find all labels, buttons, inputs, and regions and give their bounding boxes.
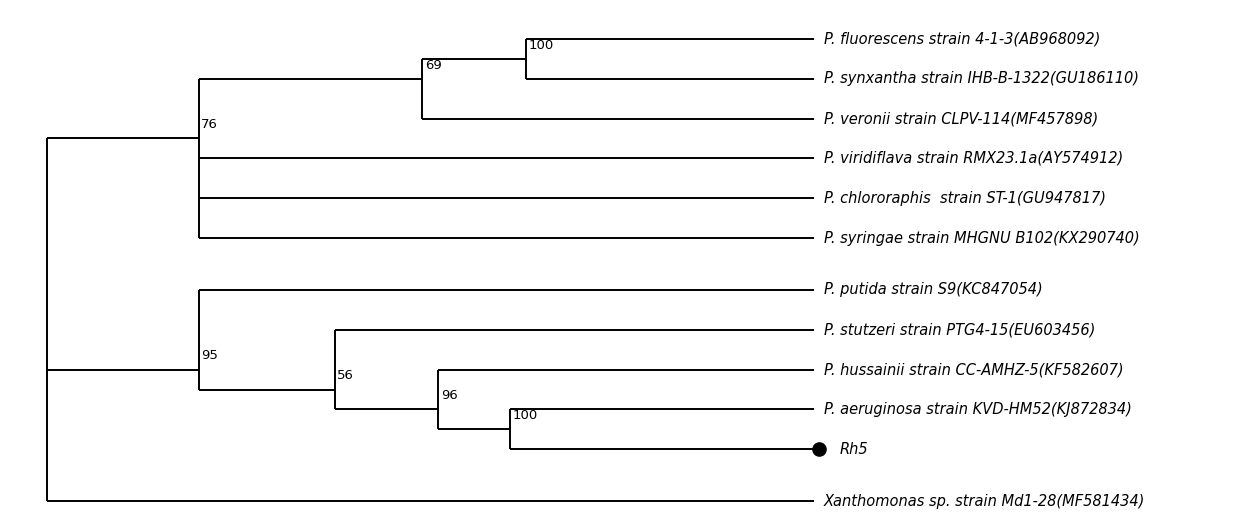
Text: 69: 69 (425, 59, 441, 71)
Text: Xanthomonas sp. strain Md1-28(MF581434): Xanthomonas sp. strain Md1-28(MF581434) (824, 494, 1145, 509)
Text: 95: 95 (201, 350, 218, 362)
Text: 56: 56 (337, 369, 354, 383)
Text: Rh5: Rh5 (840, 442, 869, 457)
Text: P. veronii strain CLPV-114(MF457898): P. veronii strain CLPV-114(MF457898) (824, 111, 1098, 126)
Text: P. putida strain S9(KC847054): P. putida strain S9(KC847054) (824, 282, 1042, 297)
Text: P. fluorescens strain 4-1-3(AB968092): P. fluorescens strain 4-1-3(AB968092) (824, 31, 1100, 46)
Text: P. chlororaphis  strain ST-1(GU947817): P. chlororaphis strain ST-1(GU947817) (824, 191, 1105, 206)
Text: 76: 76 (201, 118, 218, 131)
Text: P. syringae strain MHGNU B102(KX290740): P. syringae strain MHGNU B102(KX290740) (824, 230, 1140, 246)
Text: P. hussainii strain CC-AMHZ-5(KF582607): P. hussainii strain CC-AMHZ-5(KF582607) (824, 362, 1124, 377)
Text: P. viridiflava strain RMX23.1a(AY574912): P. viridiflava strain RMX23.1a(AY574912) (824, 151, 1123, 166)
Text: 100: 100 (529, 39, 554, 52)
Text: P. aeruginosa strain KVD-HM52(KJ872834): P. aeruginosa strain KVD-HM52(KJ872834) (824, 402, 1131, 417)
Text: 100: 100 (513, 409, 538, 422)
Text: P. stutzeri strain PTG4-15(EU603456): P. stutzeri strain PTG4-15(EU603456) (824, 322, 1095, 337)
Text: P. synxantha strain IHB-B-1322(GU186110): P. synxantha strain IHB-B-1322(GU186110) (824, 71, 1139, 86)
Text: 96: 96 (441, 389, 457, 402)
